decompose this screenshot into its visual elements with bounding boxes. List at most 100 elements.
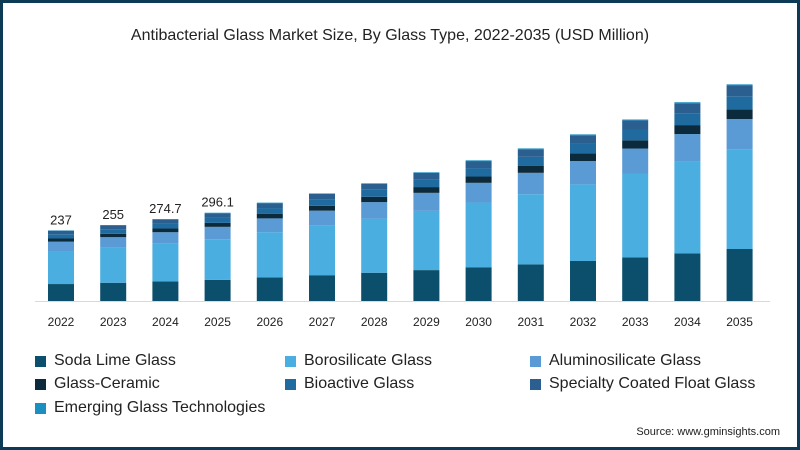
- bar-segment-glass-ceramic-2027: [309, 205, 335, 211]
- legend-label: Emerging Glass Technologies: [54, 399, 266, 416]
- bar-segment-glass-ceramic-2033: [622, 140, 649, 149]
- bar-segment-aluminosilicate-glass-2028: [361, 202, 388, 219]
- legend-label: Specialty Coated Float Glass: [549, 375, 756, 392]
- legend-label: Bioactive Glass: [304, 375, 415, 392]
- x-tick-label: 2032: [570, 315, 597, 329]
- bar-segment-aluminosilicate-glass-2024: [152, 232, 179, 244]
- bar-segment-specialty-coated-float-glass-2032: [570, 135, 596, 144]
- bar-segment-glass-ceramic-2024: [152, 228, 179, 233]
- bar-segment-aluminosilicate-glass-2029: [413, 192, 440, 211]
- legend-item: Specialty Coated Float Glass: [530, 375, 755, 393]
- bar-segment-soda-lime-glass-2022: [48, 284, 74, 301]
- bar-segment-glass-ceramic-2035: [726, 109, 753, 120]
- bar-segment-glass-ceramic-2026: [256, 213, 283, 219]
- bar-segment-borosilicate-glass-2030: [465, 202, 492, 268]
- bar-segment-borosilicate-glass-2028: [361, 218, 388, 273]
- bar-segment-specialty-coated-float-glass-2027: [309, 193, 335, 200]
- legend-item: Emerging Glass Technologies: [35, 399, 265, 417]
- bar-segment-specialty-coated-float-glass-2029: [413, 172, 440, 180]
- x-tick-label: 2026: [256, 315, 283, 329]
- bar-segment-soda-lime-glass-2029: [413, 270, 440, 301]
- legend-item: Glass-Ceramic: [35, 375, 160, 393]
- bar-segment-emerging-glass-technologies-2035: [726, 84, 753, 86]
- bar-segment-glass-ceramic-2031: [517, 165, 544, 173]
- bar-segment-specialty-coated-float-glass-2028: [361, 183, 388, 190]
- bar-segment-emerging-glass-technologies-2034: [674, 102, 701, 104]
- legend-item: Bioactive Glass: [285, 375, 414, 393]
- bar-segment-soda-lime-glass-2026: [256, 277, 283, 301]
- bar-segment-specialty-coated-float-glass-2022: [48, 230, 74, 235]
- legend-item: Borosilicate Glass: [285, 352, 432, 370]
- bar-segment-emerging-glass-technologies-2029: [413, 172, 440, 173]
- bar-segment-soda-lime-glass-2027: [309, 275, 335, 301]
- source-note: Source: www.gminsights.com: [636, 426, 780, 438]
- bar-segment-soda-lime-glass-2024: [152, 281, 179, 301]
- bar-segment-borosilicate-glass-2022: [48, 251, 74, 285]
- legend-swatch: [530, 378, 541, 390]
- bar-segment-aluminosilicate-glass-2023: [100, 237, 127, 248]
- stacked-bar-chart: Antibacterial Glass Market Size, By Glas…: [35, 27, 770, 329]
- bar-segment-specialty-coated-float-glass-2031: [517, 149, 544, 157]
- bar-segment-glass-ceramic-2029: [413, 187, 440, 193]
- x-tick-label: 2024: [152, 315, 179, 329]
- bar-segment-bioactive-glass-2024: [152, 223, 179, 229]
- bar-segment-glass-ceramic-2025: [204, 222, 231, 227]
- bar-segment-bioactive-glass-2027: [309, 199, 335, 206]
- bar-segment-glass-ceramic-2028: [361, 196, 388, 203]
- bar-segment-bioactive-glass-2026: [256, 208, 283, 214]
- legend-item: Soda Lime Glass: [35, 352, 176, 370]
- bar-segment-specialty-coated-float-glass-2024: [152, 219, 179, 224]
- bar-segment-borosilicate-glass-2024: [152, 243, 179, 282]
- bar-segment-aluminosilicate-glass-2031: [517, 172, 544, 195]
- bar-segment-aluminosilicate-glass-2033: [622, 148, 649, 174]
- x-tick-label: 2028: [361, 315, 388, 329]
- bar-segment-borosilicate-glass-2035: [726, 149, 753, 249]
- bar-segment-aluminosilicate-glass-2027: [309, 210, 335, 226]
- bar-segment-glass-ceramic-2022: [48, 238, 74, 242]
- bar-segment-soda-lime-glass-2033: [622, 257, 649, 301]
- bar-segment-specialty-coated-float-glass-2030: [465, 161, 492, 169]
- bar-segment-aluminosilicate-glass-2030: [465, 182, 492, 203]
- bar-segment-emerging-glass-technologies-2033: [622, 119, 649, 121]
- legend-label: Glass-Ceramic: [54, 375, 160, 392]
- bar-segment-glass-ceramic-2034: [674, 125, 701, 135]
- bar-segment-borosilicate-glass-2023: [100, 247, 127, 283]
- bar-segment-borosilicate-glass-2031: [517, 194, 544, 265]
- bar-segment-bioactive-glass-2028: [361, 189, 388, 197]
- x-tick-label: 2022: [48, 315, 75, 329]
- bar-segment-aluminosilicate-glass-2026: [256, 218, 283, 233]
- bar-segment-borosilicate-glass-2026: [256, 232, 283, 278]
- bar-segment-borosilicate-glass-2029: [413, 210, 440, 271]
- data-label: 296.1: [201, 195, 234, 210]
- x-tick-label: 2034: [674, 315, 701, 329]
- x-tick-label: 2033: [622, 315, 649, 329]
- bar-segment-glass-ceramic-2032: [570, 153, 596, 162]
- legend-label: Borosilicate Glass: [304, 352, 433, 369]
- legend-swatch: [35, 402, 46, 414]
- legend-swatch: [285, 355, 296, 367]
- bar-segment-borosilicate-glass-2025: [204, 239, 231, 280]
- bar-segment-specialty-coated-float-glass-2035: [726, 85, 753, 97]
- legend-label: Aluminosilicate Glass: [549, 352, 702, 369]
- bar-segment-bioactive-glass-2034: [674, 113, 701, 126]
- x-tick-label: 2029: [413, 315, 440, 329]
- bar-segment-borosilicate-glass-2034: [674, 161, 701, 254]
- bar-segment-emerging-glass-technologies-2030: [465, 160, 492, 162]
- data-label: 237: [50, 212, 72, 227]
- legend-item: Aluminosilicate Glass: [530, 352, 701, 370]
- legend-label: Soda Lime Glass: [54, 352, 176, 369]
- bar-segment-emerging-glass-technologies-2032: [570, 134, 596, 136]
- bar-segment-specialty-coated-float-glass-2025: [204, 213, 231, 218]
- x-tick-label: 2027: [309, 315, 336, 329]
- bar-segment-bioactive-glass-2032: [570, 143, 596, 154]
- bar-segment-soda-lime-glass-2023: [100, 282, 127, 301]
- bar-segment-bioactive-glass-2030: [465, 168, 492, 177]
- bar-segment-emerging-glass-technologies-2028: [361, 183, 388, 184]
- x-tick-label: 2035: [726, 315, 753, 329]
- bar-segment-borosilicate-glass-2032: [570, 184, 596, 262]
- legend-swatch: [530, 355, 541, 367]
- chart-title: Antibacterial Glass Market Size, By Glas…: [131, 27, 649, 44]
- bar-segment-soda-lime-glass-2030: [465, 267, 492, 301]
- x-tick-label: 2030: [465, 315, 492, 329]
